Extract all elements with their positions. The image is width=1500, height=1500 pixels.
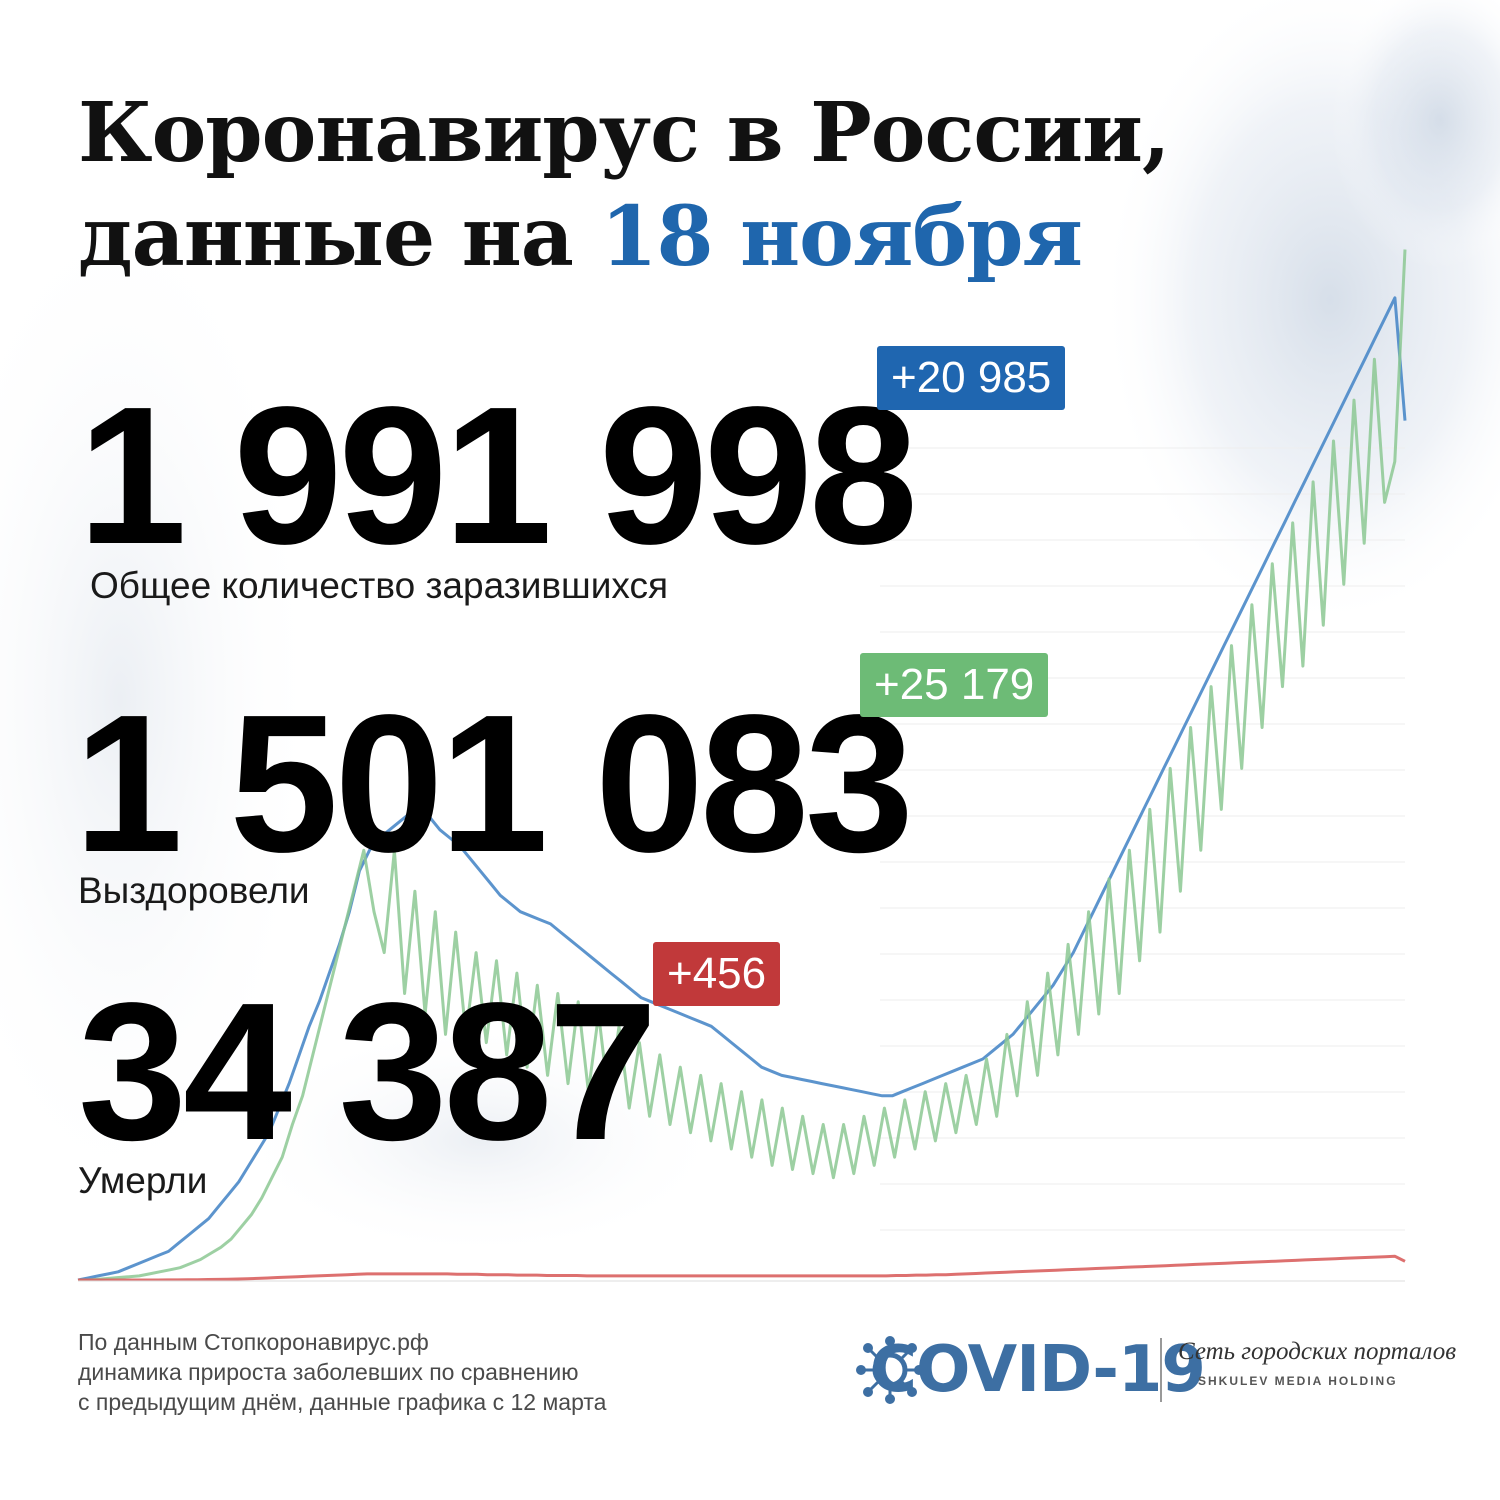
series-line-infected: [77, 296, 1407, 1282]
series-line-deaths: [78, 1254, 1406, 1282]
deaths-total: 34 387: [78, 962, 657, 1181]
deaths-label: Умерли: [78, 1160, 208, 1201]
chart-gridlines: [880, 447, 1405, 1231]
virus-icon: [856, 1336, 924, 1404]
footer-note: По данным Стопкоронавирус.рф динамика пр…: [78, 1327, 606, 1417]
logo-holding: SHKULEV MEDIA HOLDING: [1198, 1374, 1398, 1388]
logo-divider: [1160, 1338, 1162, 1402]
logo-network: Сеть городских порталов: [1178, 1338, 1457, 1365]
title-date: 18 ноября: [600, 189, 1083, 285]
footer-line-1: По данным Стопкоронавирус.рф: [78, 1329, 429, 1355]
recovered-total: 1 501 083: [74, 674, 914, 893]
series-line-recovered: [78, 249, 1407, 1282]
title-prefix: данные на: [78, 189, 601, 285]
chart-series: [77, 249, 1407, 1282]
infected-delta-badge: +20 985: [877, 346, 1066, 410]
infected-label: Общее количество заразившихся: [90, 565, 668, 606]
infected-total: 1 991 998: [78, 366, 918, 585]
recovered-delta-badge: +25 179: [860, 653, 1049, 717]
page-title-line2: данные на 18 ноября: [78, 196, 1083, 278]
covid-logo: COVID-19 Сеть городских порталов SHKULEV…: [852, 1330, 1456, 1410]
logo-title: COVID-19: [870, 1333, 1206, 1407]
page-title-line1: Коронавирус в России,: [78, 85, 1170, 181]
recovered-label: Выздоровели: [78, 870, 310, 911]
deaths-delta-badge: +456: [653, 942, 781, 1006]
footer-line-3: с предыдущим днём, данные графика с 12 м…: [78, 1389, 607, 1415]
footer-line-2: динамика прироста заболевших по сравнени…: [78, 1359, 579, 1385]
